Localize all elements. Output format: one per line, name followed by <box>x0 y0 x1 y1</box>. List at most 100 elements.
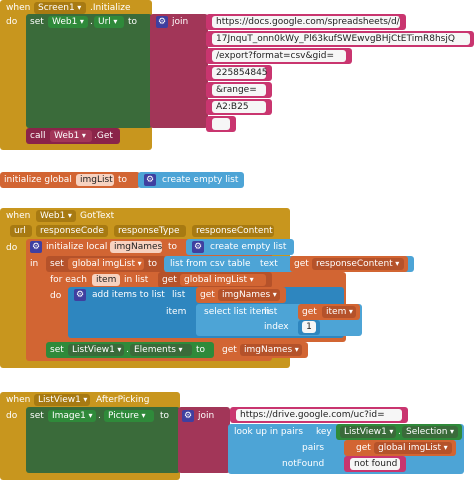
gear-icon[interactable]: ⚙ <box>192 241 204 253</box>
listview1-event-dropdown[interactable]: ListView1 <box>34 394 90 406</box>
when-label: when <box>6 3 31 13</box>
gear-icon[interactable]: ⚙ <box>156 16 168 28</box>
text-label: text <box>260 259 278 269</box>
response-content-dropdown[interactable]: responseContent <box>312 258 404 270</box>
image1-dropdown[interactable]: Image1 <box>48 410 96 422</box>
not-found-text[interactable]: not found <box>350 458 400 470</box>
set-web-url-block[interactable] <box>26 14 152 128</box>
gottext-event-label: GotText <box>80 211 115 221</box>
to-label: to <box>128 17 138 27</box>
gear-icon[interactable]: ⚙ <box>144 174 156 186</box>
listview1-selection-dropdown[interactable]: ListView1 <box>340 426 396 438</box>
initialize-event-label: .Initialize <box>90 3 131 13</box>
call-web1-dropdown[interactable]: Web1 <box>50 130 92 142</box>
join-part-3-text[interactable]: /export?format=csv&gid= <box>212 50 346 62</box>
set-label: set <box>30 411 44 421</box>
param-response-content[interactable]: responseContent <box>192 225 274 237</box>
create-empty-list-block[interactable] <box>138 172 244 188</box>
create-empty-list-label: create empty list <box>210 242 287 252</box>
global-var-name[interactable]: imgList <box>76 174 114 186</box>
get-label: get <box>356 443 371 453</box>
gear-icon[interactable]: ⚙ <box>30 241 42 253</box>
call-label: call <box>30 131 46 141</box>
for-each-label: for each <box>50 275 87 285</box>
url-prefix-text[interactable]: https://drive.google.com/uc?id= <box>236 409 402 421</box>
list-label: list <box>172 290 186 300</box>
gear-icon[interactable]: ⚙ <box>74 289 86 301</box>
param-url[interactable]: url <box>10 225 32 237</box>
local-var-name[interactable]: imgNames <box>110 241 162 253</box>
join-part-1-text[interactable]: https://docs.google.com/spreadsheets/d/ <box>212 16 400 28</box>
join-part-2-text[interactable]: 17JnquT_onn0kWy_Pl63kufSWEwvgBHjCtETimR8… <box>212 33 470 45</box>
join-part-5-text[interactable]: &range= <box>212 84 266 96</box>
set-label: set <box>50 259 64 269</box>
web1-event-dropdown[interactable]: Web1 <box>36 210 76 222</box>
index-number-value[interactable]: 1 <box>302 321 316 333</box>
dot-separator: . <box>98 411 101 421</box>
to-label: to <box>160 411 170 421</box>
join-label: join <box>172 17 189 27</box>
add-items-label: add items to list <box>92 290 165 300</box>
get-method-label: .Get <box>94 131 113 141</box>
to-label: to <box>148 259 158 269</box>
dot-separator: . <box>126 345 129 355</box>
join-part-7-text[interactable] <box>212 118 230 130</box>
screen-initialize-do-arm <box>0 14 28 148</box>
set-label: set <box>30 17 44 27</box>
join-part-6-text[interactable]: A2:B25 <box>212 101 266 113</box>
join-part-4-text[interactable]: 225854845 <box>212 67 268 79</box>
web1-component-dropdown[interactable]: Web1 <box>48 16 88 28</box>
param-response-type[interactable]: responseType <box>114 225 186 237</box>
to-label: to <box>196 345 206 355</box>
list-label: list <box>264 307 278 317</box>
imgnames-dropdown[interactable]: imgNames <box>240 344 302 356</box>
elements-property-dropdown[interactable]: Elements <box>130 344 192 356</box>
index-label: index <box>264 322 289 332</box>
do-label: do <box>6 243 18 253</box>
pairs-label: pairs <box>302 443 325 453</box>
screen-component-dropdown[interactable]: Screen1 <box>34 2 86 14</box>
initialize-global-label: initialize global <box>4 175 72 185</box>
param-response-code[interactable]: responseCode <box>36 225 108 237</box>
in-list-label: in list <box>124 275 149 285</box>
when-label: when <box>6 211 31 221</box>
imgnames-dropdown[interactable]: imgNames <box>218 289 280 301</box>
selection-property-dropdown[interactable]: Selection <box>402 426 458 438</box>
in-label: in <box>30 259 39 269</box>
url-property-dropdown[interactable]: Url <box>94 16 124 28</box>
initialize-local-label: initialize local <box>46 242 108 252</box>
item-label: item <box>166 307 187 317</box>
notfound-label: notFound <box>282 459 325 469</box>
do-label: do <box>6 17 18 27</box>
global-imglist-dropdown[interactable]: global imgList <box>68 258 144 270</box>
create-empty-list-label: create empty list <box>162 175 239 185</box>
get-label: get <box>162 275 177 285</box>
picture-property-dropdown[interactable]: Picture <box>104 410 154 422</box>
afterpicking-event-label: AfterPicking <box>96 395 150 405</box>
join-block[interactable] <box>150 14 208 128</box>
get-label: get <box>200 290 215 300</box>
global-to-label: to <box>118 175 128 185</box>
lookup-label: look up in pairs <box>234 427 304 437</box>
get-label: get <box>222 345 237 355</box>
key-label: key <box>316 427 332 437</box>
when-label: when <box>6 395 31 405</box>
create-empty-list-block[interactable] <box>186 239 294 255</box>
dot-separator: . <box>90 17 93 27</box>
select-list-item-label: select list item <box>204 307 271 317</box>
dot-separator: . <box>398 427 401 437</box>
local-to-label: to <box>168 242 178 252</box>
for-each-item-var[interactable]: item <box>92 274 120 286</box>
set-label: set <box>50 345 64 355</box>
join-label: join <box>198 411 215 421</box>
global-imglist-dropdown[interactable]: global imgList <box>374 442 452 454</box>
listview1-dropdown[interactable]: ListView1 <box>68 344 124 356</box>
gear-icon[interactable]: ⚙ <box>182 410 194 422</box>
get-label: get <box>294 259 309 269</box>
list-from-csv-label: list from csv table <box>170 259 251 269</box>
get-label: get <box>302 307 317 317</box>
do-label: do <box>6 411 18 421</box>
do-label: do <box>50 291 62 301</box>
global-imglist-dropdown[interactable]: global imgList <box>180 274 266 286</box>
item-dropdown[interactable]: item <box>322 306 356 318</box>
